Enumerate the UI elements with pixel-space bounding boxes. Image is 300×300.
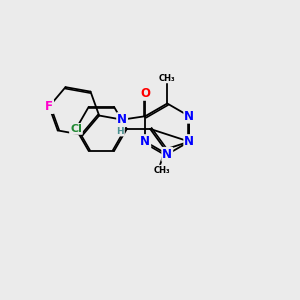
Text: CH₃: CH₃ [159, 74, 175, 82]
Text: N: N [184, 135, 194, 148]
Text: N: N [117, 113, 127, 126]
Text: H: H [116, 127, 124, 136]
Text: N: N [162, 148, 172, 161]
Text: N: N [140, 135, 150, 148]
Text: Cl: Cl [70, 124, 82, 134]
Text: N: N [184, 110, 194, 123]
Text: O: O [140, 87, 150, 100]
Text: F: F [45, 100, 53, 113]
Text: CH₃: CH₃ [154, 166, 171, 175]
